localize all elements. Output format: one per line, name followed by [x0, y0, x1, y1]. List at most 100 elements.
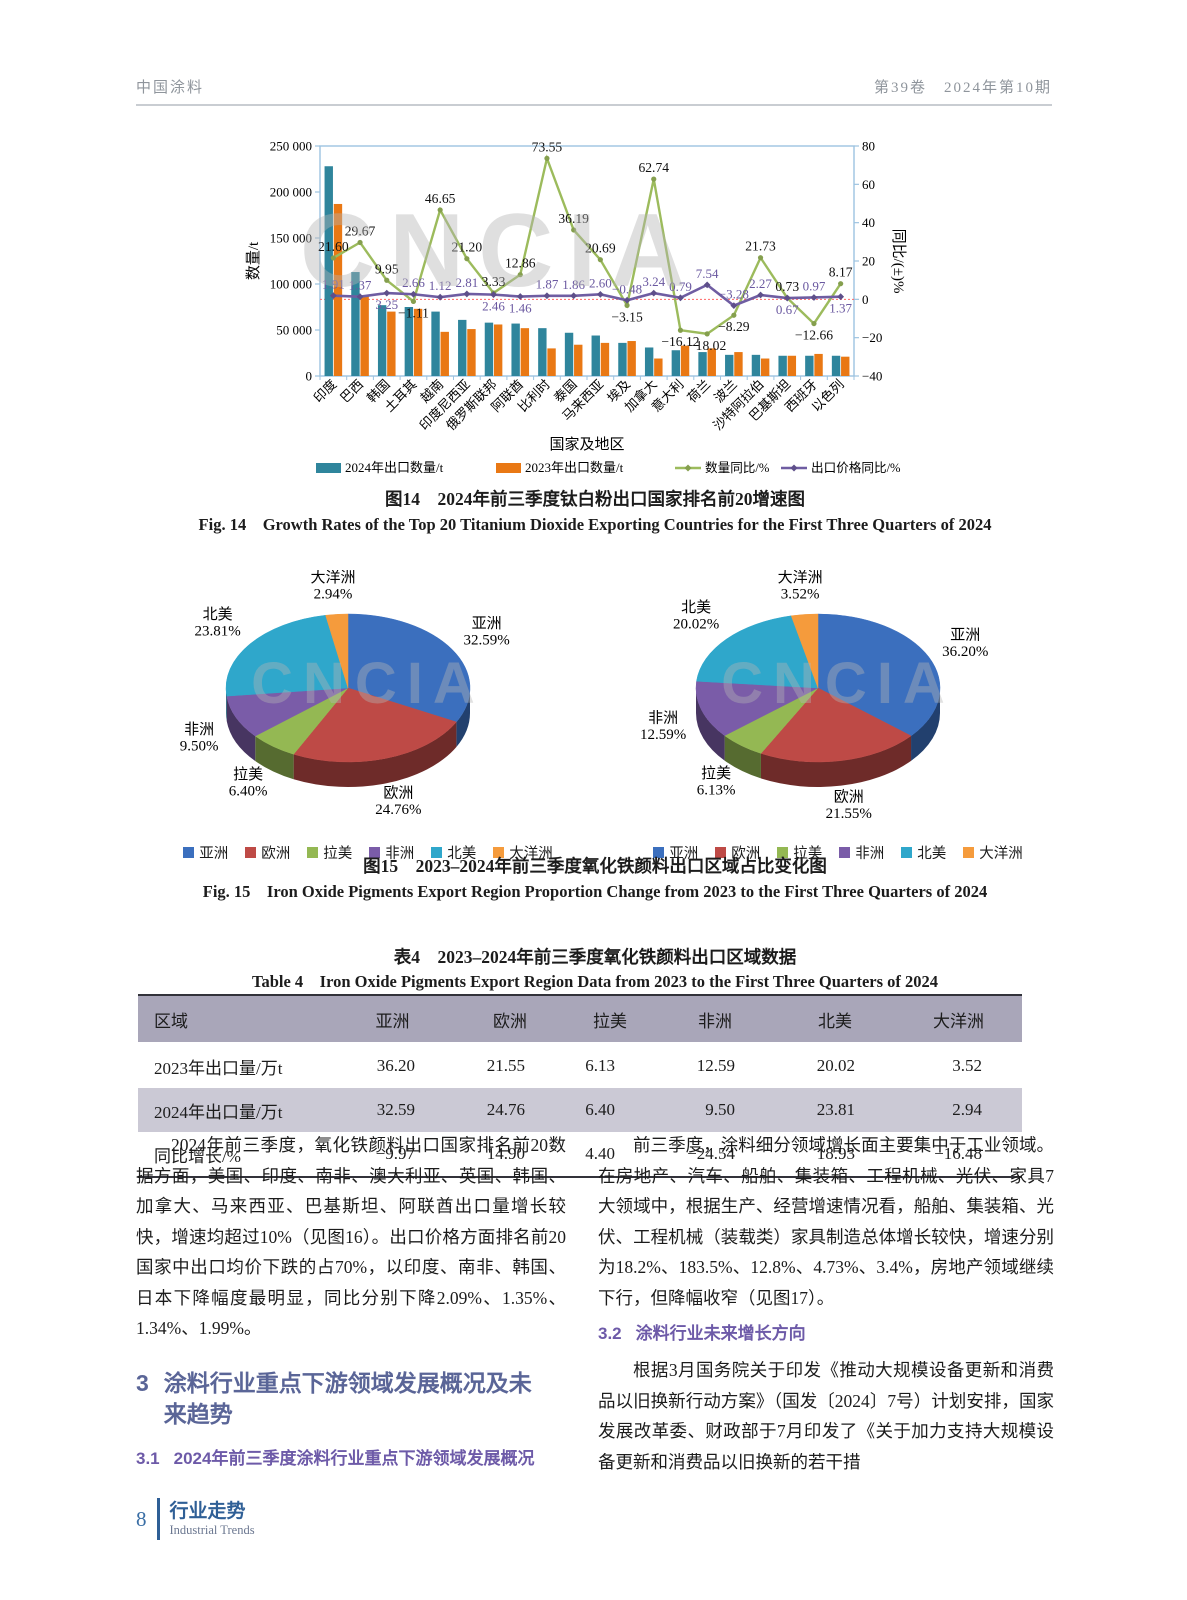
label-quantity-yoy: 62.74 — [638, 160, 669, 175]
label-quantity-yoy: −3.15 — [611, 309, 643, 324]
marker-price — [757, 291, 764, 299]
legend-swatch — [653, 847, 665, 858]
marker-price — [650, 289, 658, 297]
table-cell: 9.50 — [655, 1088, 775, 1132]
table-cell: 12.59 — [696, 1056, 735, 1075]
label-price-yoy: 1.87 — [536, 277, 559, 292]
x-category-label: 印度 — [310, 377, 339, 406]
marker-price — [543, 292, 551, 300]
legend-swatch — [431, 847, 443, 858]
fig15-caption-en: Fig. 15 Iron Oxide Pigments Export Regio… — [202, 882, 988, 901]
svg-text:印度: 印度 — [310, 377, 339, 406]
table-header-cell: 区域 — [138, 995, 330, 1044]
bar-2023 — [360, 295, 369, 376]
pie-slice-side — [456, 688, 470, 747]
bar-2023 — [814, 353, 823, 376]
plot-frame — [319, 145, 855, 377]
bar-2023 — [627, 341, 636, 376]
table-cell: 2.94 — [895, 1088, 1022, 1132]
bar-2023 — [680, 345, 690, 376]
marker-quantity — [330, 255, 336, 261]
label-price-yoy: 0.67 — [776, 302, 799, 317]
bar-2024 — [618, 342, 627, 376]
bar-2024 — [698, 352, 707, 376]
label-price-yoy: 1.91 — [322, 277, 345, 292]
marker-quantity — [838, 281, 844, 287]
page-header: 中国涂料 第39卷 2024年第10期 — [136, 76, 1052, 106]
pie-label-value: 24.76% — [375, 802, 421, 818]
table-header-cell: 拉美 — [565, 995, 655, 1044]
right-axis-tick: −40 — [862, 369, 882, 384]
legend-label: 欧洲 — [731, 846, 761, 862]
legend-swatch — [963, 847, 975, 858]
table-row: 2024年出口量/万t 32.59 24.76 6.40 9.50 23.81 2.94 — [138, 1088, 1022, 1132]
legend-label: 非洲 — [385, 846, 415, 862]
pie-label-name: 欧洲 — [834, 788, 864, 805]
pie-legend-item: 欧洲 — [245, 842, 290, 863]
label-quantity-yoy: −1.11 — [398, 305, 429, 320]
pie-slice-side — [226, 696, 256, 762]
bar-2024 — [484, 322, 494, 376]
table-cell: 6.40 — [565, 1088, 655, 1132]
pie-label-value: 32.59% — [463, 632, 509, 648]
table-cell: 21.55 — [486, 1056, 525, 1075]
marker-price — [516, 293, 524, 300]
bar-2023 — [547, 348, 556, 376]
table-cell: 23.81 — [775, 1088, 895, 1132]
table-cell: −24.54 — [687, 1144, 735, 1163]
paragraph: 2024年前三季度，氧化铁颜料出口国家排名前20数据方面，美国、印度、南非、澳大… — [136, 1135, 566, 1338]
section-3-1-heading: 3.1 2024年前三季度涂料行业重点下游领域发展概况 — [136, 1446, 566, 1472]
bar-2023 — [707, 348, 716, 376]
marker-quantity — [517, 272, 523, 278]
bar-2023 — [760, 358, 770, 376]
marker-price — [410, 290, 417, 298]
pie-legend-item: 大洋洲 — [493, 842, 553, 863]
marker-price — [837, 293, 845, 301]
bar-2024 — [725, 354, 734, 376]
label-price-yoy: 1.46 — [509, 301, 532, 316]
label-quantity-yoy: 21.73 — [745, 239, 776, 254]
table-cell: 36.20 — [376, 1056, 415, 1075]
section-number: 3.1 — [136, 1448, 160, 1468]
marker-quantity — [357, 239, 363, 246]
bar-2024 — [538, 328, 547, 376]
pie-label-value: 36.20% — [942, 644, 988, 660]
marker-quantity — [811, 320, 817, 327]
legend-swatch — [777, 847, 789, 858]
right-axis-tick: 60 — [862, 177, 875, 192]
section-number: 3 — [136, 1369, 149, 1396]
table4-caption-en: Table 4 Iron Oxide Pigments Export Regio… — [251, 972, 939, 991]
fig15-pie-2024: 亚洲 32.59% 欧洲 24.76% 拉美 6.40% 非洲 9.50% 北美 23.81% 大洋… — [148, 570, 588, 838]
fig15-pie-2023: 亚洲 36.20% 欧洲 21.55% 拉美 6.13% 非洲 12.59% 北美 20.02% 大… — [618, 570, 1058, 838]
legend-label: 亚洲 — [669, 846, 699, 862]
label-price-yoy: 1.37 — [349, 278, 372, 293]
marker-quantity — [597, 257, 603, 263]
legend-label: 出口价格同比/% — [811, 460, 901, 475]
table-cell: −9.97 — [375, 1144, 415, 1163]
pie-label-value: 6.13% — [697, 782, 736, 798]
legend-swatch — [245, 847, 257, 858]
marker-quantity — [437, 207, 443, 213]
bar-2024 — [377, 305, 387, 376]
table-cell: 14.90 — [486, 1144, 525, 1163]
marker-quantity — [677, 327, 684, 333]
footer-column-en: Industrial Trends — [169, 1522, 255, 1537]
marker-price — [596, 290, 604, 298]
left-axis-tick: 150 000 — [270, 231, 312, 246]
pie-label-value: 2.94% — [314, 587, 353, 603]
marker-price — [436, 293, 444, 301]
footer-column-zh: 行业走势 — [169, 1500, 246, 1522]
pie-legend-item: 非洲 — [369, 842, 414, 863]
pie-slice — [696, 615, 819, 689]
label-quantity-yoy: −16.12 — [661, 334, 699, 349]
bar-2023 — [600, 342, 610, 376]
pie-label-name: 大洋洲 — [311, 570, 356, 586]
pie-slice — [225, 614, 349, 697]
table-header-cell: 大洋洲 — [895, 995, 1022, 1044]
table-cell: 24.76 — [455, 1088, 565, 1132]
fig14-chart: 0 50 000 100 000 150 000 200 000 250 000 −40 −2… — [238, 134, 918, 486]
table-cell: 同比增长/% — [154, 1146, 241, 1166]
label-quantity-yoy: 8.17 — [829, 265, 853, 280]
table-cell: 4.40 — [585, 1144, 615, 1163]
